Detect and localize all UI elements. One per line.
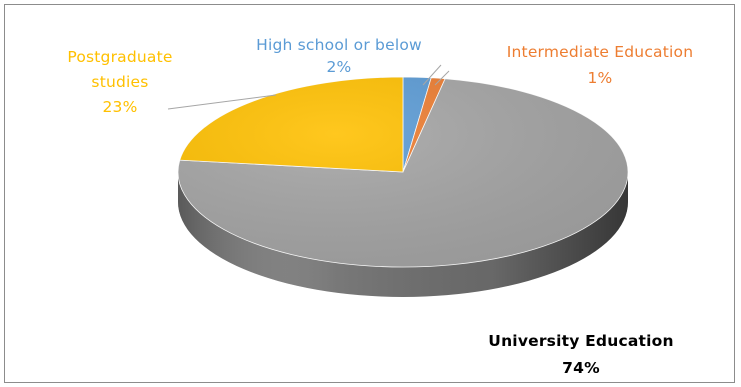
- category-label-postgraduate-studies-1: Postgraduate: [67, 48, 172, 66]
- category-label-high-school-or-below: High school or below: [256, 36, 422, 54]
- leader-high-school-or-below: [422, 64, 442, 86]
- leader-postgraduate-studies: [167, 94, 277, 110]
- label-university-education: University Education 74%: [488, 332, 673, 377]
- pie-chart: High school or below 2% Intermediate Educa…: [67, 36, 693, 377]
- pie-top: [177, 76, 629, 268]
- leader-intermediate-education: [434, 70, 450, 86]
- pie-side: [178, 172, 628, 297]
- category-label-university-education: University Education: [488, 332, 673, 350]
- category-label-postgraduate-studies-2: studies: [91, 73, 148, 91]
- side-shade-university-education: [178, 172, 628, 297]
- top-sheen: [178, 77, 628, 267]
- percent-label-postgraduate-studies: 23%: [102, 98, 137, 116]
- label-postgraduate-studies: Postgraduate studies 23%: [67, 48, 172, 116]
- label-high-school-or-below: High school or below 2%: [256, 36, 422, 76]
- chart-frame: High school or below 2% Intermediate Educa…: [4, 4, 735, 383]
- leader-lines: [167, 64, 450, 110]
- data-labels: High school or below 2% Intermediate Educa…: [67, 36, 693, 377]
- percent-label-high-school-or-below: 2%: [327, 58, 352, 76]
- label-intermediate-education: Intermediate Education 1%: [507, 43, 694, 87]
- percent-label-intermediate-education: 1%: [588, 69, 613, 87]
- category-label-intermediate-education: Intermediate Education: [507, 43, 694, 61]
- percent-label-university-education: 74%: [562, 359, 600, 377]
